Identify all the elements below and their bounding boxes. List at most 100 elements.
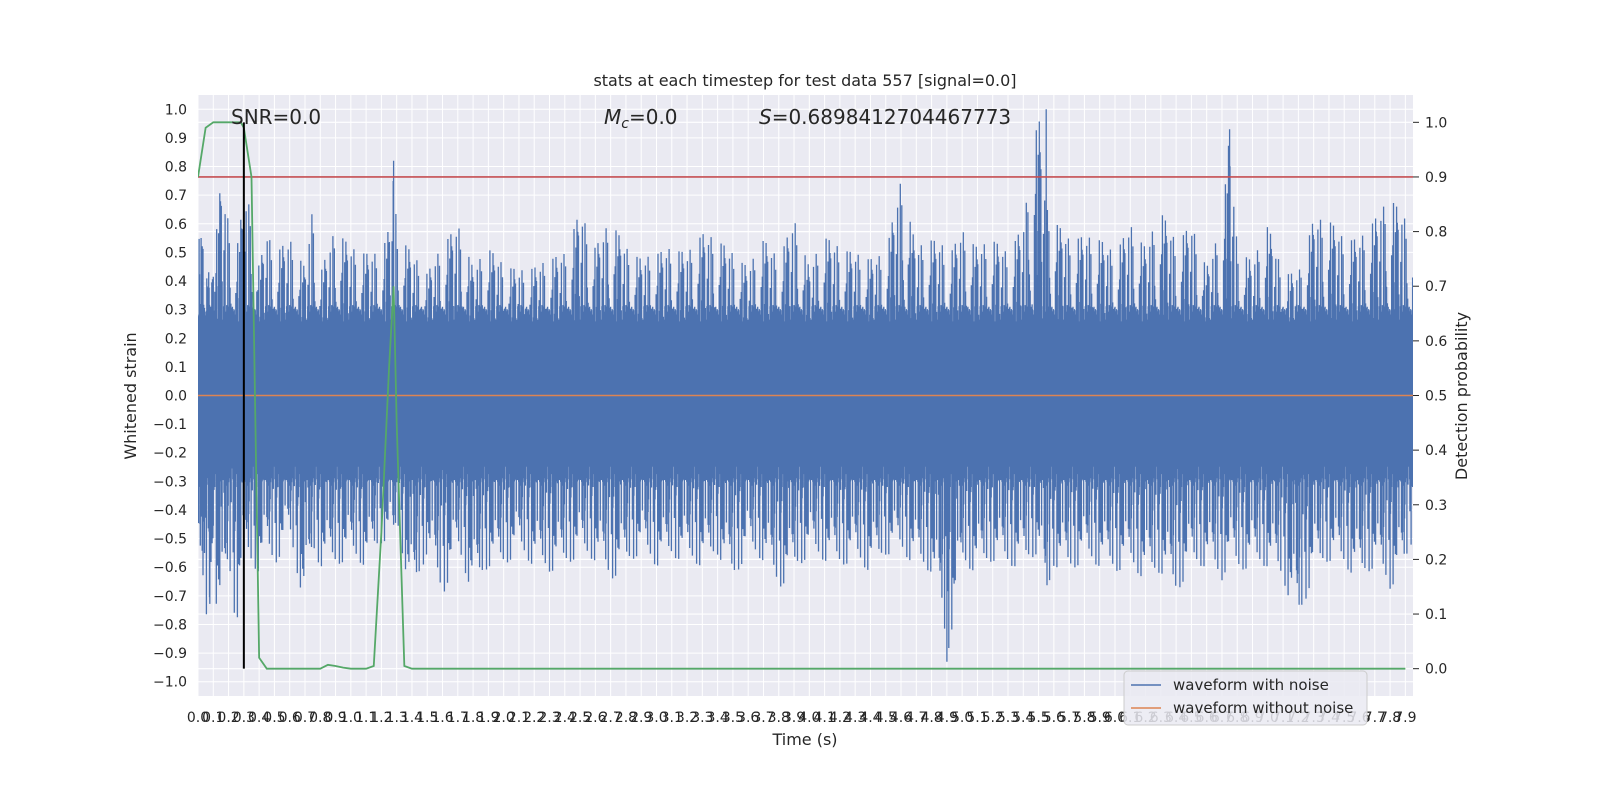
x-tick-label: 0.6 [279, 710, 301, 726]
x-tick-label: 2.5 [569, 710, 591, 726]
x-tick-label: 2.6 [584, 710, 606, 726]
y-tick-label: 0.2 [165, 331, 187, 347]
y2-tick-label: 0.6 [1425, 334, 1447, 350]
x-axis-label: Time (s) [771, 730, 837, 749]
y-tick-label: −0.2 [153, 446, 187, 462]
y-tick-label: −0.4 [153, 503, 187, 519]
x-tick-label: 1.5 [416, 710, 438, 726]
x-tick-label: 4.9 [936, 710, 958, 726]
y2-tick-label: 0.5 [1425, 389, 1447, 405]
x-tick-label: 0.5 [263, 710, 285, 726]
y-tick-label: 0.7 [165, 188, 187, 204]
y2-tick-label: 0.3 [1425, 498, 1447, 514]
x-tick-label: 3.3 [691, 710, 713, 726]
x-tick-label: 2.3 [538, 710, 560, 726]
x-tick-label: 5.0 [951, 710, 973, 726]
y2-tick-label: 0.1 [1425, 607, 1447, 623]
x-tick-label: 0.8 [309, 710, 331, 726]
series-waveform-with-noise [198, 109, 1413, 662]
snr-annotation: SNR=0.0 [231, 105, 321, 129]
x-tick-label: 4.8 [920, 710, 942, 726]
series-detection-probability [198, 121, 1406, 670]
series-layer [198, 109, 1413, 670]
x-tick-label: 1.7 [447, 710, 469, 726]
y-tick-label: −0.1 [153, 417, 187, 433]
mc-value: =0.0 [629, 105, 678, 129]
x-tick-label: 2.7 [600, 710, 622, 726]
x-tick-label: 0.1 [202, 710, 224, 726]
x-tick-label: 5.7 [1058, 710, 1080, 726]
x-tick-label: 5.4 [1012, 710, 1034, 726]
x-tick-label: 5.5 [1027, 710, 1049, 726]
y2-tick-label: 0.0 [1425, 662, 1447, 678]
x-tick-label: 1.4 [401, 710, 423, 726]
x-tick-label: 3.8 [768, 710, 790, 726]
x-tick-label: 7.7 [1364, 710, 1386, 726]
x-tick-label: 0.2 [217, 710, 239, 726]
legend: waveform with noise waveform without noi… [1123, 670, 1368, 726]
x-tick-label: 0.3 [233, 710, 255, 726]
x-tick-label: 3.1 [661, 710, 683, 726]
s-annotation: S=0.6898412704467773 [759, 105, 1011, 129]
x-tick-label: 1.9 [477, 710, 499, 726]
y-tick-label: −0.6 [153, 560, 187, 576]
y2-tick-labels: 1.0 0.9 0.8 0.7 0.6 0.5 0.4 0.3 0.2 0.1 0.0 [1413, 115, 1447, 678]
x-tick-label: 4.6 [890, 710, 912, 726]
mc-subscript: c [621, 116, 629, 132]
y-tick-label: −0.8 [153, 617, 187, 633]
x-tick-label: 3.4 [706, 710, 728, 726]
x-tick-label: 2.2 [523, 710, 545, 726]
x-tick-label: 0.0 [187, 710, 209, 726]
x-tick-label: 4.1 [813, 710, 835, 726]
x-tick-label: 0.9 [324, 710, 346, 726]
x-tick-label: 4.4 [859, 710, 881, 726]
y-tick-label: 1.0 [165, 102, 187, 118]
legend-label-waveform-with-noise: waveform with noise [1173, 676, 1329, 694]
mc-annotation: Mc=0.0 [604, 105, 678, 132]
y-tick-label: 0.1 [165, 360, 187, 376]
x-tick-label: 3.6 [737, 710, 759, 726]
x-tick-label: 3.2 [676, 710, 698, 726]
x-tick-label: 3.9 [783, 710, 805, 726]
x-tick-label: 5.3 [997, 710, 1019, 726]
x-tick-label: 4.2 [829, 710, 851, 726]
x-tick-label: 7.8 [1379, 710, 1401, 726]
x-tick-label: 3.0 [645, 710, 667, 726]
y-axis-label: Whitened strain [121, 332, 140, 459]
y2-tick-label: 0.9 [1425, 170, 1447, 186]
x-tick-label: 3.5 [722, 710, 744, 726]
y2-axis-label: Detection probability [1452, 312, 1471, 480]
y-tick-labels: 1.0 0.9 0.8 0.7 0.6 0.5 0.4 0.3 0.2 0.1 0.0 −0.1 −0.… [153, 102, 187, 690]
x-tick-label: 1.1 [355, 710, 377, 726]
x-tick-label: 3.7 [752, 710, 774, 726]
y-tick-label: 0.6 [165, 217, 187, 233]
x-tick-label: 4.7 [905, 710, 927, 726]
x-tick-label: 1.2 [370, 710, 392, 726]
mc-symbol: M [604, 105, 621, 129]
x-tick-label: 2.8 [615, 710, 637, 726]
y-tick-label: −0.7 [153, 589, 187, 605]
x-tick-label: 0.4 [248, 710, 270, 726]
x-tick-label: 5.6 [1043, 710, 1065, 726]
y2-tick-label: 0.7 [1425, 279, 1447, 295]
y2-tick-label: 1.0 [1425, 115, 1447, 131]
y-tick-label: 0.5 [165, 245, 187, 261]
x-tick-label: 4.0 [798, 710, 820, 726]
x-tick-label: 2.1 [508, 710, 530, 726]
y-tick-label: −0.9 [153, 646, 187, 662]
y-tick-label: 0.0 [165, 389, 187, 405]
x-tick-label: 5.8 [1073, 710, 1095, 726]
x-tick-label: 2.9 [630, 710, 652, 726]
x-tick-label: 1.6 [431, 710, 453, 726]
x-tick-label: 4.3 [844, 710, 866, 726]
y2-tick-label: 0.8 [1425, 225, 1447, 241]
x-tick-label: 5.2 [982, 710, 1004, 726]
y2-tick-label: 0.2 [1425, 552, 1447, 568]
x-tick-label: 6.0 [1104, 710, 1126, 726]
chart-title: stats at each timestep for test data 557… [593, 71, 1016, 90]
legend-box [1123, 670, 1368, 726]
y-tick-label: 0.8 [165, 160, 187, 176]
x-tick-label: 5.1 [966, 710, 988, 726]
y-tick-label: −0.5 [153, 532, 187, 548]
x-tick-label: 7.9 [1394, 710, 1416, 726]
